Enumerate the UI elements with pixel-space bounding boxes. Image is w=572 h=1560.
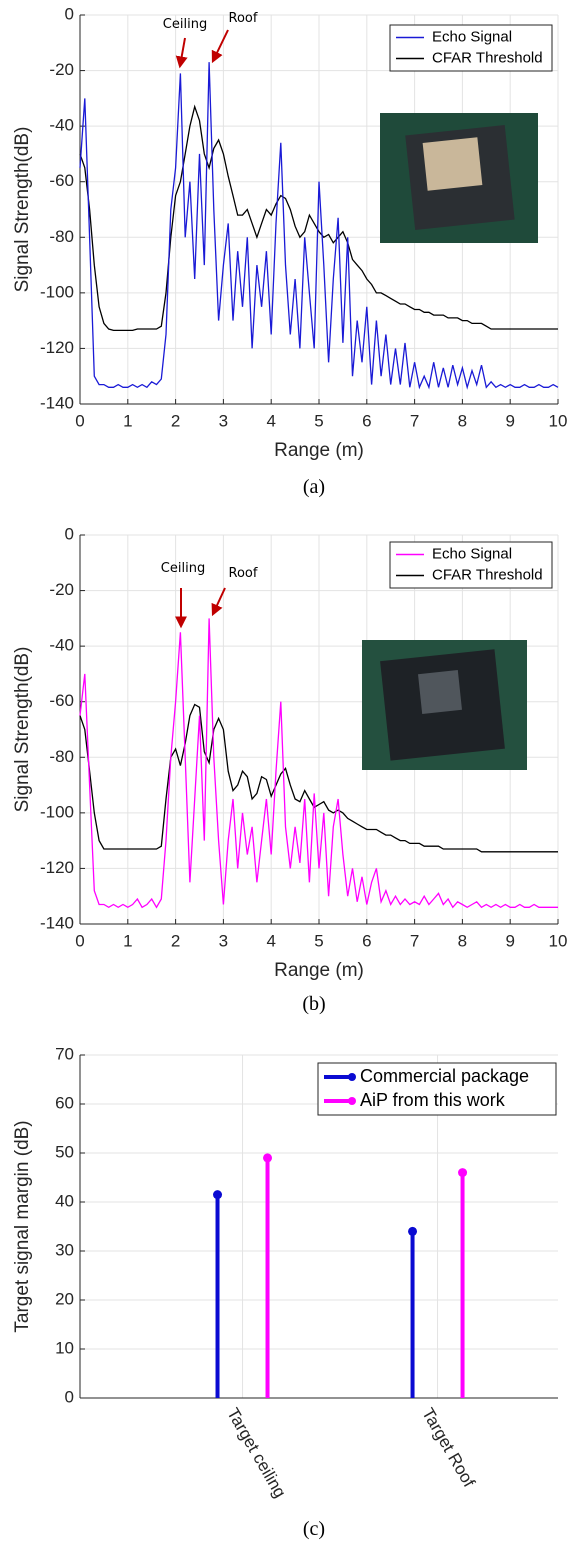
annotation: Ceiling bbox=[163, 17, 207, 32]
y-tick-label: 60 bbox=[55, 1093, 74, 1112]
stem-head bbox=[213, 1190, 223, 1200]
x-tick-label: 1 bbox=[123, 411, 132, 430]
y-tick-label: 10 bbox=[55, 1338, 74, 1357]
y-tick-label: 0 bbox=[65, 4, 74, 23]
legend-label: CFAR Threshold bbox=[432, 566, 543, 583]
inset-photo bbox=[380, 113, 538, 243]
y-tick-label: -100 bbox=[40, 802, 74, 821]
x-tick-label: 4 bbox=[266, 931, 275, 950]
y-tick-label: 30 bbox=[55, 1240, 74, 1259]
y-tick-label: -140 bbox=[40, 913, 74, 932]
y-tick-label: -120 bbox=[40, 338, 74, 357]
stem-head bbox=[458, 1168, 468, 1178]
x-tick-label: Target Roof bbox=[418, 1405, 479, 1491]
x-tick-label: 3 bbox=[219, 411, 228, 430]
x-tick-label: 4 bbox=[266, 411, 275, 430]
y-tick-label: -20 bbox=[49, 580, 74, 599]
y-tick-label: -80 bbox=[49, 227, 74, 246]
series-line bbox=[79, 703, 558, 853]
y-tick-label: -80 bbox=[49, 747, 74, 766]
inset-photo bbox=[362, 640, 527, 770]
x-tick-label: 0 bbox=[75, 411, 84, 430]
x-tick-label: 2 bbox=[171, 411, 180, 430]
stem-head bbox=[408, 1226, 418, 1236]
x-tick-label: 10 bbox=[549, 931, 568, 950]
y-tick-label: -60 bbox=[49, 171, 74, 190]
x-tick-label: 1 bbox=[123, 931, 132, 950]
y-tick-label: 0 bbox=[65, 524, 74, 543]
series-line bbox=[79, 618, 558, 909]
legend-label: Commercial package bbox=[360, 1066, 529, 1086]
x-tick-label: 7 bbox=[410, 931, 419, 950]
caption: (b) bbox=[302, 993, 325, 1015]
x-tick-label: 3 bbox=[219, 931, 228, 950]
y-axis-label: Signal Strength(dB) bbox=[12, 647, 33, 813]
legend-label: Echo Signal bbox=[432, 545, 512, 562]
y-tick-label: 50 bbox=[55, 1142, 74, 1161]
y-tick-label: -100 bbox=[40, 282, 74, 301]
legend-label: CFAR Threshold bbox=[432, 49, 543, 66]
caption: (c) bbox=[303, 1518, 325, 1540]
y-tick-label: 20 bbox=[55, 1289, 74, 1308]
annotation: Ceiling bbox=[161, 561, 205, 576]
y-tick-label: 70 bbox=[55, 1044, 74, 1063]
x-tick-label: 7 bbox=[410, 411, 419, 430]
series-line bbox=[79, 62, 559, 390]
annotation: Roof bbox=[229, 11, 258, 26]
annotation-arrow bbox=[211, 587, 226, 617]
x-tick-label: 0 bbox=[75, 931, 84, 950]
legend-box bbox=[389, 24, 553, 72]
y-tick-label: -40 bbox=[49, 116, 74, 135]
y-tick-label: -40 bbox=[49, 636, 74, 655]
legend-box bbox=[317, 1062, 557, 1116]
annotation-arrow bbox=[175, 37, 188, 69]
x-tick-label: 8 bbox=[458, 411, 467, 430]
y-tick-label: -120 bbox=[40, 858, 74, 877]
x-tick-label: 5 bbox=[314, 931, 323, 950]
legend-label: AiP from this work bbox=[360, 1090, 506, 1110]
y-tick-label: -60 bbox=[49, 691, 74, 710]
x-tick-label: 2 bbox=[171, 931, 180, 950]
y-tick-label: -140 bbox=[40, 393, 74, 412]
x-tick-label: 6 bbox=[362, 931, 371, 950]
y-tick-label: -20 bbox=[49, 60, 74, 79]
annotation: Roof bbox=[229, 566, 258, 581]
legend-label: Echo Signal bbox=[432, 28, 512, 45]
legend-swatch bbox=[348, 1073, 356, 1081]
series-line bbox=[79, 104, 558, 332]
y-tick-label: 40 bbox=[55, 1191, 74, 1210]
y-axis-label: Target signal margin (dB) bbox=[12, 1120, 33, 1332]
x-tick-label: 6 bbox=[362, 411, 371, 430]
legend-box bbox=[389, 541, 553, 589]
x-tick-label: Target ceiling bbox=[223, 1405, 290, 1501]
x-axis-label: Range (m) bbox=[274, 960, 364, 981]
x-tick-label: 10 bbox=[549, 411, 568, 430]
y-axis-label: Signal Strength(dB) bbox=[12, 127, 33, 293]
legend-swatch bbox=[348, 1097, 356, 1105]
y-tick-label: 0 bbox=[65, 1387, 74, 1406]
x-tick-label: 8 bbox=[458, 931, 467, 950]
stem-head bbox=[263, 1153, 273, 1163]
annotation-arrow bbox=[211, 29, 229, 64]
x-tick-label: 9 bbox=[505, 411, 514, 430]
x-tick-label: 9 bbox=[505, 931, 514, 950]
caption: (a) bbox=[303, 476, 325, 498]
x-axis-label: Range (m) bbox=[274, 440, 364, 461]
x-tick-label: 5 bbox=[314, 411, 323, 430]
